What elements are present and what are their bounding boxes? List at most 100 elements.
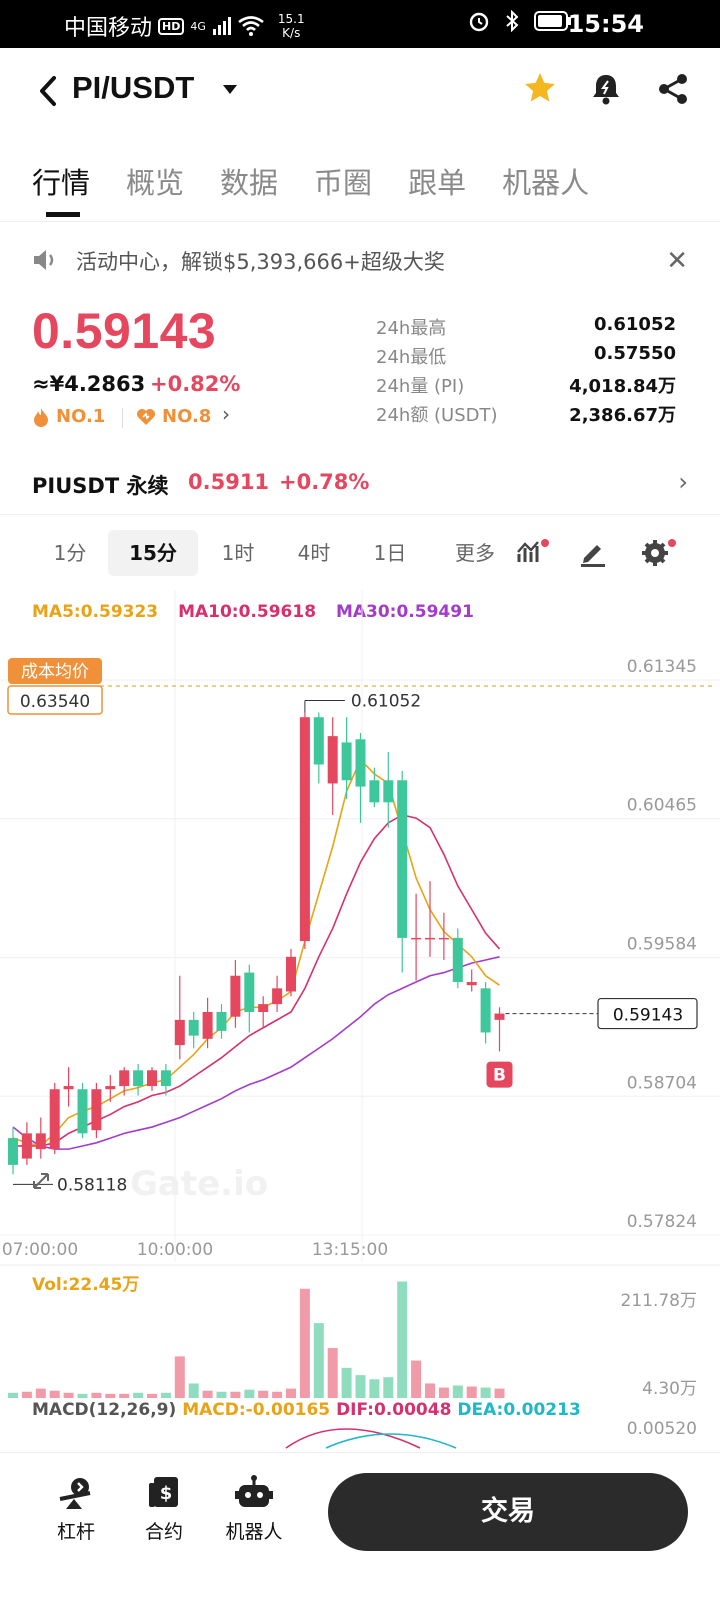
candle-body bbox=[174, 1019, 185, 1046]
candle-body bbox=[188, 1019, 199, 1036]
tab-market[interactable]: 行情 bbox=[32, 160, 90, 217]
interval-1h[interactable]: 1时 bbox=[221, 541, 255, 565]
current-price-label: 0.59143 bbox=[613, 1006, 683, 1026]
x-axis-tick: 13:15:00 bbox=[312, 1240, 388, 1260]
buy-marker-bg bbox=[486, 1061, 513, 1088]
volume-bar bbox=[160, 1392, 171, 1398]
perp-price: 0.5911 bbox=[188, 470, 270, 494]
main-tabs: 行情 概览 数据 币圈 跟单 机器人 bbox=[32, 160, 625, 217]
candle-body bbox=[411, 937, 422, 940]
watermark: Gate.io bbox=[130, 1164, 268, 1204]
ma5-value: MA5:0.59323 bbox=[32, 602, 159, 622]
interval-4h[interactable]: 4时 bbox=[297, 541, 331, 565]
expand-icon bbox=[33, 1173, 49, 1189]
interval-more[interactable]: 更多 bbox=[455, 541, 495, 565]
candle-body bbox=[299, 717, 310, 942]
share-icon[interactable] bbox=[656, 72, 690, 106]
robot-icon bbox=[235, 1475, 273, 1507]
network-type: 4G bbox=[190, 19, 206, 33]
interval-tabs: 1分 15分 1时 4时 1日 更多 bbox=[32, 530, 688, 576]
chevron-right-icon[interactable]: › bbox=[222, 402, 230, 426]
star-icon[interactable] bbox=[522, 70, 558, 106]
stat-value: 0.57550 bbox=[594, 343, 676, 364]
status-bar: 中国移动 HD 4G 15.1 K/s 15:54 bbox=[0, 0, 720, 48]
tab-community[interactable]: 币圈 bbox=[314, 166, 373, 200]
tab-copy-trading[interactable]: 跟单 bbox=[408, 166, 467, 200]
tab-bots[interactable]: 机器人 bbox=[502, 166, 590, 200]
y-axis-tick: 0.59584 bbox=[627, 935, 697, 955]
volume-bar bbox=[147, 1393, 157, 1398]
candle-body bbox=[286, 956, 296, 992]
announcement-bar[interactable]: 活动中心，解锁$5,393,666+超级大奖 ✕ bbox=[32, 244, 688, 278]
tab-data[interactable]: 数据 bbox=[220, 166, 279, 200]
candle-body bbox=[313, 717, 324, 765]
candle-body bbox=[425, 937, 435, 940]
interval-15m[interactable]: 15分 bbox=[108, 530, 198, 576]
indicator-icon[interactable] bbox=[516, 538, 550, 568]
signal-icon bbox=[212, 17, 231, 35]
robot-button[interactable]: 机器人 bbox=[214, 1475, 294, 1544]
settings-gear-icon[interactable] bbox=[640, 538, 676, 568]
y-axis-tick: 0.60465 bbox=[627, 796, 697, 816]
interval-1m[interactable]: 1分 bbox=[53, 541, 87, 565]
dea-line bbox=[325, 1433, 457, 1449]
rank-fav[interactable]: NO.8 bbox=[136, 406, 211, 427]
volume-bar bbox=[119, 1393, 130, 1398]
candle-body bbox=[49, 1089, 60, 1150]
candlestick-chart[interactable]: 0.61345 0.60465 0.59584 0.58704 0.57824 成本均价 0… bbox=[0, 590, 720, 1450]
perp-name: PIUSDT 永续 bbox=[32, 474, 169, 498]
volume-bar bbox=[286, 1388, 296, 1398]
y-axis-tick: 0.61345 bbox=[627, 657, 697, 677]
volume-bar bbox=[411, 1360, 422, 1398]
section-divider bbox=[0, 514, 720, 515]
leverage-button[interactable]: 杠杆 bbox=[36, 1475, 116, 1544]
candle-body bbox=[160, 1070, 171, 1087]
volume-axis-top: 211.78万 bbox=[621, 1291, 697, 1311]
tab-overview[interactable]: 概览 bbox=[126, 166, 185, 200]
bottom-bar: 杠杆 $ 合约 机器人 交易 bbox=[0, 1452, 720, 1600]
volume-bar bbox=[272, 1391, 283, 1398]
header: PI/USDT bbox=[0, 60, 720, 124]
volume-bar bbox=[466, 1386, 477, 1398]
macd-axis: 0.00520 bbox=[627, 1419, 697, 1439]
stat-row: 24h最高 0.61052 bbox=[376, 314, 676, 343]
volume-bar bbox=[216, 1391, 227, 1398]
current-price-box bbox=[597, 997, 698, 1030]
volume-bar bbox=[341, 1367, 352, 1398]
candle-body bbox=[397, 780, 408, 938]
candle-body bbox=[272, 988, 283, 1005]
speed-value: 15.1 bbox=[277, 12, 305, 26]
chevron-right-icon[interactable]: › bbox=[678, 468, 688, 496]
stat-value: 4,018.84万 bbox=[569, 376, 676, 397]
perpetual-row[interactable]: PIUSDT 永续 0.5911 +0.78% › bbox=[32, 468, 688, 500]
cny-price: ≈¥4.2863 bbox=[32, 372, 146, 396]
interval-1d[interactable]: 1日 bbox=[373, 541, 407, 565]
macd-legend: MACD(12,26,9) MACD:-0.00165 DIF:0.00048 … bbox=[32, 1400, 581, 1420]
caret-down-icon[interactable] bbox=[222, 84, 238, 96]
volume-bar bbox=[327, 1348, 338, 1398]
stat-label: 24h最高 bbox=[376, 318, 447, 339]
ma-legend: MA5:0.59323 MA10:0.59618 MA30:0.59491 bbox=[32, 602, 488, 622]
announcement-text[interactable]: 活动中心，解锁$5,393,666+超级大奖 bbox=[76, 250, 445, 274]
volume-bar bbox=[369, 1379, 380, 1398]
volume-bar bbox=[397, 1281, 408, 1398]
stat-row: 24h额 (USDT) 2,386.67万 bbox=[376, 401, 676, 430]
battery-icon bbox=[534, 11, 571, 31]
rank-hot-label: NO.1 bbox=[56, 406, 106, 427]
price-alert-bell-icon[interactable] bbox=[590, 72, 622, 106]
trade-button[interactable]: 交易 bbox=[328, 1473, 688, 1551]
pair-title[interactable]: PI/USDT bbox=[72, 70, 195, 105]
draw-pen-icon[interactable] bbox=[578, 538, 608, 568]
volume-bar bbox=[174, 1356, 185, 1398]
stat-label: 24h最低 bbox=[376, 347, 447, 368]
back-arrow-icon[interactable] bbox=[36, 74, 60, 108]
contract-button[interactable]: $ 合约 bbox=[124, 1475, 204, 1544]
close-icon[interactable]: ✕ bbox=[666, 246, 688, 276]
buy-marker: B bbox=[493, 1066, 506, 1086]
volume-bar bbox=[230, 1391, 241, 1398]
candle-body bbox=[230, 975, 241, 1017]
candle-body bbox=[466, 982, 477, 986]
rank-hot[interactable]: NO.1 bbox=[32, 406, 105, 427]
last-price: 0.59143 bbox=[32, 303, 217, 359]
volume-bar bbox=[383, 1377, 394, 1398]
